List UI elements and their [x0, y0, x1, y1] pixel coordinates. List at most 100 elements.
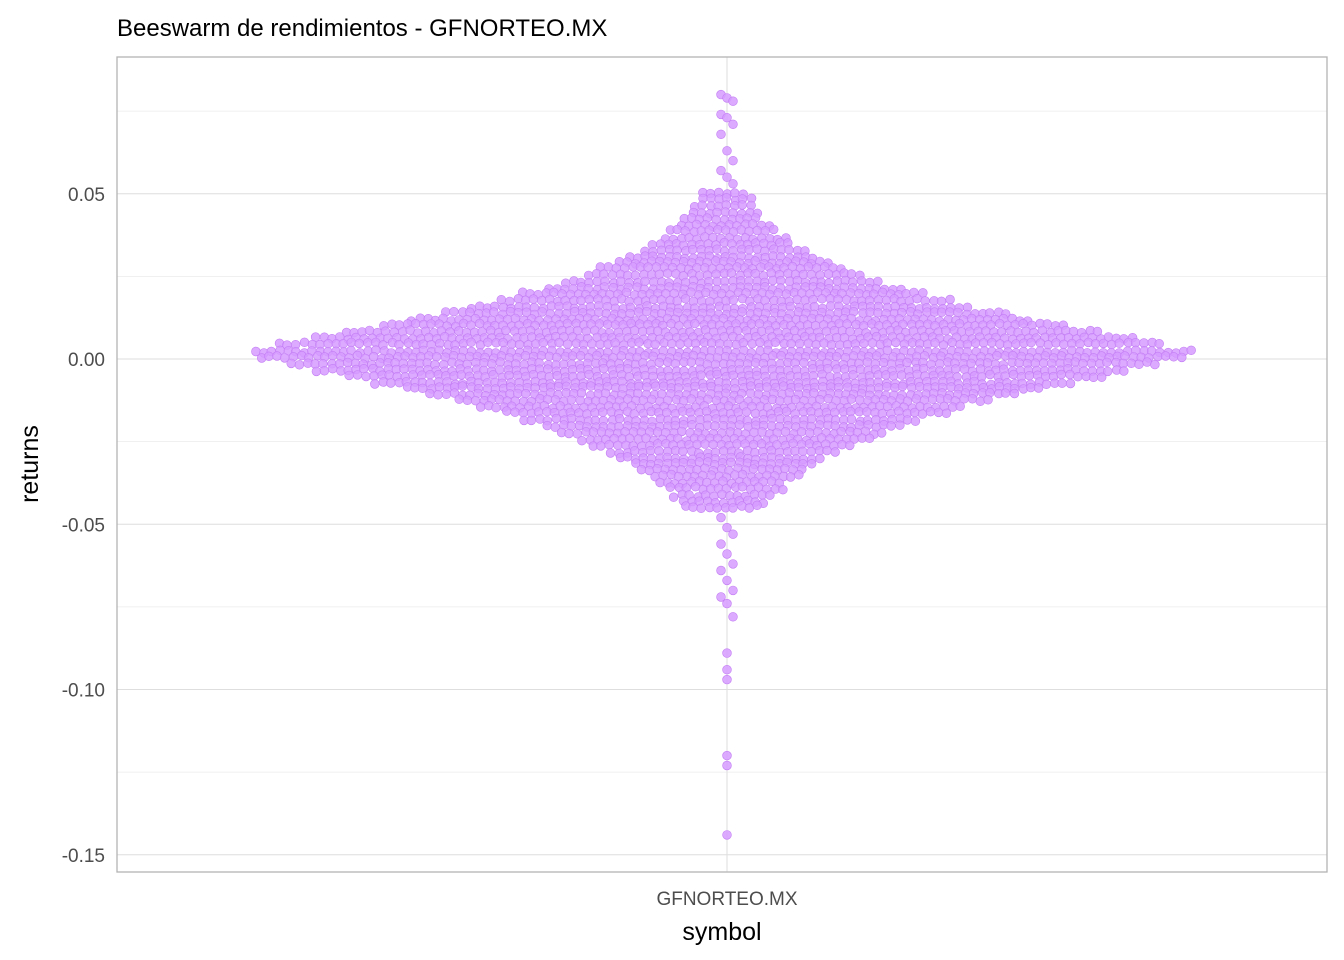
data-point — [784, 245, 794, 255]
data-point — [454, 326, 464, 336]
data-point — [726, 457, 736, 467]
data-point — [675, 339, 685, 349]
data-point — [752, 370, 762, 381]
data-point — [622, 452, 633, 462]
data-point — [722, 674, 732, 685]
data-point — [1041, 379, 1052, 389]
x-axis-ticks: GFNORTEO.MX — [656, 889, 797, 910]
data-point — [728, 295, 738, 305]
data-point — [1073, 372, 1083, 382]
data-point — [722, 664, 732, 675]
data-point — [637, 326, 648, 337]
data-point — [722, 172, 732, 182]
data-point — [721, 388, 731, 398]
data-point — [710, 421, 720, 431]
data-point — [605, 448, 616, 458]
data-point — [673, 471, 684, 482]
data-point — [734, 420, 745, 430]
data-point — [598, 363, 609, 374]
y-tick-label: -0.10 — [62, 681, 105, 702]
data-point — [1088, 372, 1099, 382]
data-point — [945, 294, 955, 305]
data-point — [716, 129, 726, 140]
data-point — [728, 119, 738, 130]
data-point — [755, 337, 765, 348]
data-point — [728, 370, 738, 380]
data-point — [449, 307, 459, 317]
data-point — [752, 225, 762, 236]
data-point — [650, 339, 660, 350]
data-point — [1000, 388, 1011, 398]
data-point — [1026, 382, 1036, 393]
data-point — [744, 245, 754, 255]
data-point — [768, 275, 778, 286]
data-point — [823, 394, 833, 404]
data-point — [737, 482, 748, 492]
data-point — [528, 294, 539, 304]
data-point — [553, 381, 564, 392]
data-point — [983, 395, 993, 405]
data-point — [1070, 357, 1081, 367]
data-point — [1056, 369, 1066, 380]
data-point — [551, 413, 561, 424]
data-point — [825, 301, 836, 311]
data-point — [346, 337, 356, 348]
data-point — [794, 339, 805, 349]
data-point — [722, 750, 732, 761]
data-point — [792, 294, 802, 305]
data-point — [1177, 352, 1187, 363]
data-point — [662, 357, 673, 367]
data-point — [845, 440, 855, 451]
data-point — [856, 276, 867, 286]
data-point — [494, 394, 504, 404]
data-point — [513, 388, 523, 399]
data-point — [809, 351, 819, 362]
data-point — [708, 439, 718, 450]
data-point — [587, 339, 597, 349]
data-point — [752, 500, 762, 510]
data-point — [425, 388, 435, 399]
data-point — [386, 378, 396, 388]
data-point — [666, 319, 676, 329]
data-point — [722, 598, 732, 609]
data-point — [1102, 357, 1112, 367]
data-point — [770, 337, 780, 347]
data-point — [1090, 339, 1101, 349]
data-point — [706, 193, 716, 203]
data-point — [862, 357, 873, 367]
data-point — [768, 351, 778, 361]
y-tick-label: 0.00 — [68, 350, 105, 371]
data-point — [726, 268, 737, 278]
data-point — [688, 502, 698, 512]
data-point — [520, 351, 531, 361]
data-point — [567, 351, 578, 361]
data-point — [736, 225, 746, 235]
data-point — [841, 295, 852, 305]
data-point — [526, 415, 536, 426]
data-point — [507, 339, 517, 349]
data-point — [930, 338, 940, 348]
data-point — [798, 446, 808, 456]
data-point — [754, 318, 765, 329]
data-point — [537, 307, 547, 317]
data-point — [299, 337, 310, 347]
data-point — [830, 447, 840, 457]
data-point — [910, 416, 921, 426]
data-point — [687, 244, 698, 255]
data-point — [799, 358, 809, 368]
data-point — [803, 338, 814, 348]
data-point — [823, 269, 834, 279]
data-point — [456, 370, 466, 380]
data-point — [592, 350, 602, 361]
data-point — [417, 383, 428, 393]
data-point — [536, 296, 547, 306]
data-point — [701, 287, 711, 298]
data-point — [722, 648, 732, 658]
data-point — [716, 592, 726, 602]
data-point — [498, 337, 508, 348]
data-point — [895, 420, 905, 430]
data-point — [364, 325, 375, 336]
data-point — [597, 407, 608, 417]
data-point — [554, 337, 564, 348]
data-point — [384, 370, 394, 380]
